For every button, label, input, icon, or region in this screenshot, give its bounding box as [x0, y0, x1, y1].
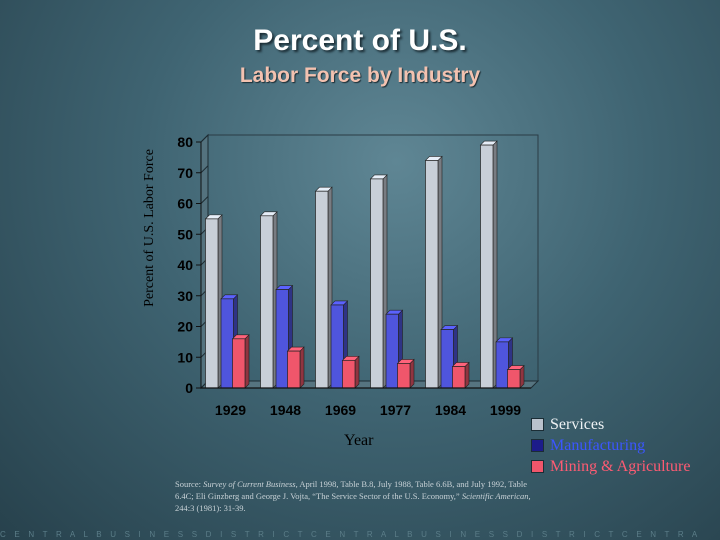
- bar-mining-1999: [507, 369, 521, 389]
- bar-services-1929: [205, 218, 219, 389]
- legend-swatch-services: [531, 418, 544, 431]
- y-tick-label: 50: [177, 226, 193, 242]
- y-gridline: [200, 165, 209, 174]
- bar-mining-1984: [452, 366, 466, 389]
- bar-mining-1984-side: [464, 361, 470, 389]
- legend-item-mining: Mining & Agriculture: [531, 456, 690, 477]
- bar-mining-1948-side: [299, 346, 305, 389]
- source-text-1: , April 1998, Table B.8, July 1988, Tabl…: [175, 479, 528, 501]
- y-gridline: [200, 134, 209, 143]
- bar-services-1969: [315, 190, 329, 389]
- bar-mining-1977: [397, 363, 411, 389]
- y-axis-label: Percent of U.S. Labor Force: [142, 149, 157, 307]
- slide-subtitle: Labor Force by Industry: [239, 64, 481, 87]
- bar-mining-1969-side: [354, 355, 360, 389]
- bar-services-1948: [260, 215, 274, 389]
- legend-label-mining: Mining & Agriculture: [550, 457, 691, 475]
- bar-manufacturing-1984: [440, 329, 454, 389]
- y-tick-label: 60: [177, 196, 193, 212]
- bar-manufacturing-1929: [220, 298, 234, 389]
- footer-watermark: C E N T R A L B U S I N E S S D I S T R …: [0, 530, 701, 539]
- legend-label-services: Services: [550, 415, 605, 433]
- legend: Services Manufacturing Mining & Agricult…: [531, 414, 690, 477]
- legend-swatch-manufacturing: [531, 439, 544, 452]
- x-axis-label: Year: [344, 432, 374, 449]
- x-tick-label-1999: 1999: [490, 402, 521, 418]
- legend-item-services: Services: [531, 414, 690, 435]
- y-gridline: [200, 196, 209, 204]
- x-tick-label-1929: 1929: [215, 402, 246, 418]
- bar-manufacturing-1948: [275, 289, 289, 389]
- x-tick-label-1948: 1948: [270, 402, 301, 418]
- source-journal-2: Scientific American: [461, 491, 529, 501]
- y-tick-label: 30: [177, 288, 193, 304]
- bar-mining-1948: [287, 350, 301, 389]
- legend-item-manufacturing: Manufacturing: [531, 435, 690, 456]
- y-tick-label: 0: [185, 380, 193, 396]
- y-tick-label: 80: [177, 134, 193, 150]
- y-tick-label: 20: [177, 319, 193, 335]
- source-citation: Source: Survey of Current Business, Apri…: [175, 478, 547, 514]
- bar-manufacturing-1999: [495, 341, 509, 389]
- source-journal-1: Survey of Current Business: [203, 479, 296, 489]
- bar-manufacturing-1977: [385, 313, 399, 389]
- x-tick-label-1984: 1984: [435, 402, 466, 418]
- legend-swatch-mining: [531, 460, 544, 473]
- legend-label-manufacturing: Manufacturing: [550, 436, 646, 454]
- bar-services-1984: [425, 160, 439, 389]
- slide-title: Percent of U.S.: [253, 24, 467, 57]
- bar-mining-1929-side: [244, 334, 250, 389]
- bar-services-1999: [480, 144, 494, 389]
- bar-mining-1929: [232, 338, 246, 389]
- bar-services-1977: [370, 178, 384, 389]
- y-tick-label: 40: [177, 257, 193, 273]
- x-tick-label-1969: 1969: [325, 402, 356, 418]
- x-tick-label-1977: 1977: [380, 402, 411, 418]
- y-tick-label: 10: [177, 349, 193, 365]
- source-text-2: , 244:3 (1981): 31-39.: [175, 491, 531, 513]
- source-prefix: Source:: [175, 479, 204, 489]
- y-tick-label: 70: [177, 165, 193, 181]
- bar-mining-1969: [342, 359, 356, 389]
- bar-mining-1977-side: [409, 358, 415, 389]
- bar-manufacturing-1969: [330, 304, 344, 389]
